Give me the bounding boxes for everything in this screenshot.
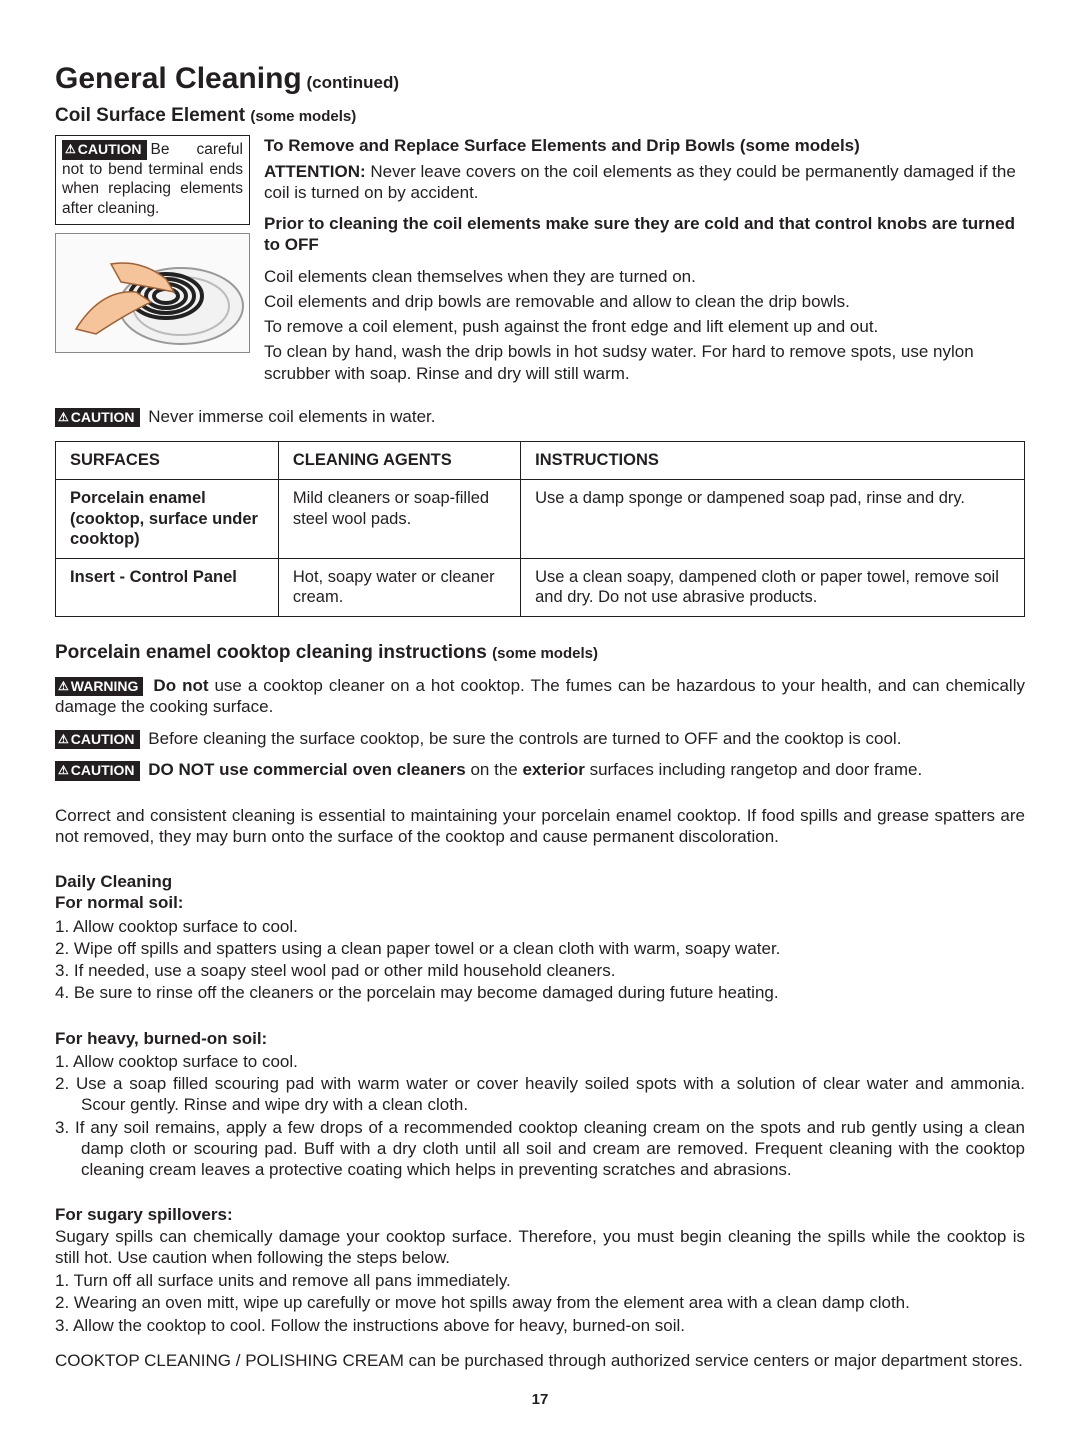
caution1-text: Before cleaning the surface cooktop, be … — [148, 729, 901, 748]
normal-heading: For normal soil: — [55, 892, 1025, 913]
caution-badge: ⚠CAUTION — [55, 761, 140, 781]
sugary-heading: For sugary spillovers: — [55, 1204, 1025, 1225]
page-heading: General Cleaning (continued) — [55, 60, 1025, 98]
normal-steps: Allow cooktop surface to cool. Wipe off … — [55, 916, 1025, 1004]
table-header: CLEANING AGENTS — [278, 442, 520, 480]
table-cell: Insert - Control Panel — [56, 558, 279, 616]
heading-suffix: (continued) — [306, 73, 399, 92]
table-header: INSTRUCTIONS — [521, 442, 1025, 480]
section2-intro: Correct and consistent cleaning is essen… — [55, 805, 1025, 848]
table-row: Insert - Control Panel Hot, soapy water … — [56, 558, 1025, 616]
table-header: SURFACES — [56, 442, 279, 480]
immerse-caution: ⚠CAUTION Never immerse coil elements in … — [55, 406, 1025, 428]
list-item: Allow the cooktop to cool. Follow the in… — [55, 1315, 1025, 1336]
right-column: To Remove and Replace Surface Elements a… — [264, 135, 1025, 388]
heavy-steps: Allow cooktop surface to cool. Use a soa… — [55, 1051, 1025, 1181]
warning-badge: ⚠WARNING — [55, 677, 143, 697]
section2-suffix: (some models) — [492, 645, 598, 662]
list-item: Allow cooktop surface to cool. — [55, 916, 1025, 937]
warning-pre: Do not — [153, 676, 208, 695]
attention-line: ATTENTION: Never leave covers on the coi… — [264, 161, 1025, 204]
table-cell: Hot, soapy water or cleaner cream. — [278, 558, 520, 616]
table-cell: Porcelain enamel (cooktop, surface under… — [56, 479, 279, 558]
caution-badge: ⚠CAUTION — [62, 140, 147, 160]
body-line: To remove a coil element, push against t… — [264, 316, 1025, 337]
sugary-intro: Sugary spills can chemically damage your… — [55, 1226, 1025, 1269]
attention-label: ATTENTION: — [264, 162, 366, 181]
section1-body: Coil elements clean themselves when they… — [264, 266, 1025, 384]
caution-badge: ⚠CAUTION — [55, 408, 140, 428]
section1-title: Coil Surface Element — [55, 105, 245, 126]
section1-suffix: (some models) — [250, 108, 356, 125]
body-line: Coil elements and drip bowls are removab… — [264, 291, 1025, 312]
sugary-steps: Turn off all surface units and remove al… — [55, 1270, 1025, 1336]
section1-columns: ⚠CAUTIONBe careful not to bend terminal … — [55, 135, 1025, 388]
body-line: Coil elements clean themselves when they… — [264, 266, 1025, 287]
warning-triangle-icon: ⚠ — [65, 142, 76, 157]
list-item: If needed, use a soapy steel wool pad or… — [55, 960, 1025, 981]
list-item: Allow cooktop surface to cool. — [55, 1051, 1025, 1072]
warning-triangle-icon: ⚠ — [58, 679, 69, 694]
page-number: 17 — [55, 1391, 1025, 1410]
warning-triangle-icon: ⚠ — [58, 763, 69, 778]
caution2-mid: on the — [466, 760, 523, 779]
attention-text: Never leave covers on the coil elements … — [264, 162, 1016, 202]
heavy-heading: For heavy, burned-on soil: — [55, 1028, 1025, 1049]
caution2-line: ⚠CAUTION DO NOT use commercial oven clea… — [55, 759, 1025, 781]
list-item: Use a soap filled scouring pad with warm… — [55, 1073, 1025, 1116]
section2-title: Porcelain enamel cooktop cleaning instru… — [55, 642, 487, 663]
warning-triangle-icon: ⚠ — [58, 410, 69, 425]
list-item: Wearing an oven mitt, wipe up carefully … — [55, 1292, 1025, 1313]
coil-element-illustration — [55, 233, 250, 353]
table-row: Porcelain enamel (cooktop, surface under… — [56, 479, 1025, 558]
left-column: ⚠CAUTIONBe careful not to bend terminal … — [55, 135, 250, 388]
section1-subheading: To Remove and Replace Surface Elements a… — [264, 135, 1025, 156]
caution2-bold: exterior — [522, 760, 584, 779]
daily-heading: Daily Cleaning — [55, 871, 1025, 892]
section1-title-row: Coil Surface Element (some models) — [55, 104, 1025, 128]
table-header-row: SURFACES CLEANING AGENTS INSTRUCTIONS — [56, 442, 1025, 480]
footer-note: COOKTOP CLEANING / POLISHING CREAM can b… — [55, 1350, 1025, 1371]
table-cell: Mild cleaners or soap-filled steel wool … — [278, 479, 520, 558]
list-item: Turn off all surface units and remove al… — [55, 1270, 1025, 1291]
warning-triangle-icon: ⚠ — [58, 732, 69, 747]
list-item: Be sure to rinse off the cleaners or the… — [55, 982, 1025, 1003]
caution1-line: ⚠CAUTION Before cleaning the surface coo… — [55, 728, 1025, 750]
section2-title-row: Porcelain enamel cooktop cleaning instru… — [55, 641, 1025, 665]
list-item: If any soil remains, apply a few drops o… — [55, 1117, 1025, 1181]
prior-text: Prior to cleaning the coil elements make… — [264, 213, 1025, 256]
table-cell: Use a clean soapy, dampened cloth or pap… — [521, 558, 1025, 616]
caution2-post: surfaces including rangetop and door fra… — [585, 760, 922, 779]
caution-badge: ⚠CAUTION — [55, 730, 140, 750]
cleaning-table: SURFACES CLEANING AGENTS INSTRUCTIONS Po… — [55, 441, 1025, 617]
caution-box: ⚠CAUTIONBe careful not to bend terminal … — [55, 135, 250, 225]
caution2-pre: DO NOT use commercial oven cleaners — [148, 760, 465, 779]
body-line: To clean by hand, wash the drip bowls in… — [264, 341, 1025, 384]
heading-main: General Cleaning — [55, 62, 302, 95]
warning-line: ⚠WARNING Do not use a cooktop cleaner on… — [55, 675, 1025, 718]
list-item: Wipe off spills and spatters using a cle… — [55, 938, 1025, 959]
immerse-text: Never immerse coil elements in water. — [148, 407, 435, 426]
table-cell: Use a damp sponge or dampened soap pad, … — [521, 479, 1025, 558]
